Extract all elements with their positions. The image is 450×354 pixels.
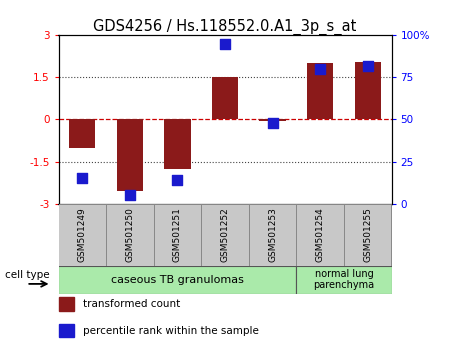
Bar bbox=[307, 63, 333, 120]
Point bbox=[269, 120, 276, 126]
Point bbox=[364, 63, 371, 68]
Text: cell type: cell type bbox=[4, 270, 50, 280]
Text: percentile rank within the sample: percentile rank within the sample bbox=[83, 326, 259, 336]
Point bbox=[316, 66, 324, 72]
Point bbox=[126, 192, 134, 198]
Point bbox=[79, 176, 86, 181]
Bar bbox=[297, 266, 392, 294]
Bar bbox=[106, 204, 153, 266]
Text: GSM501249: GSM501249 bbox=[78, 207, 87, 262]
Bar bbox=[344, 204, 392, 266]
Bar bbox=[249, 204, 297, 266]
Text: GSM501253: GSM501253 bbox=[268, 207, 277, 262]
Bar bbox=[201, 204, 249, 266]
Text: caseous TB granulomas: caseous TB granulomas bbox=[111, 275, 244, 285]
Point bbox=[174, 177, 181, 183]
Text: GSM501251: GSM501251 bbox=[173, 207, 182, 262]
Text: GSM501255: GSM501255 bbox=[363, 207, 372, 262]
Text: GSM501254: GSM501254 bbox=[315, 207, 324, 262]
Bar bbox=[164, 120, 190, 169]
Bar bbox=[58, 324, 74, 337]
Bar bbox=[297, 204, 344, 266]
Text: normal lung
parenchyma: normal lung parenchyma bbox=[313, 269, 374, 291]
Point bbox=[221, 41, 229, 47]
Text: transformed count: transformed count bbox=[83, 299, 180, 309]
Bar bbox=[58, 204, 106, 266]
Bar bbox=[212, 78, 238, 120]
Bar bbox=[355, 62, 381, 120]
Bar bbox=[260, 120, 286, 121]
Bar bbox=[117, 120, 143, 191]
Title: GDS4256 / Hs.118552.0.A1_3p_s_at: GDS4256 / Hs.118552.0.A1_3p_s_at bbox=[93, 19, 357, 35]
Text: GSM501252: GSM501252 bbox=[220, 207, 230, 262]
Bar bbox=[69, 120, 95, 148]
Bar bbox=[153, 204, 201, 266]
Bar bbox=[58, 297, 74, 311]
Text: GSM501250: GSM501250 bbox=[126, 207, 135, 262]
Bar bbox=[58, 266, 297, 294]
